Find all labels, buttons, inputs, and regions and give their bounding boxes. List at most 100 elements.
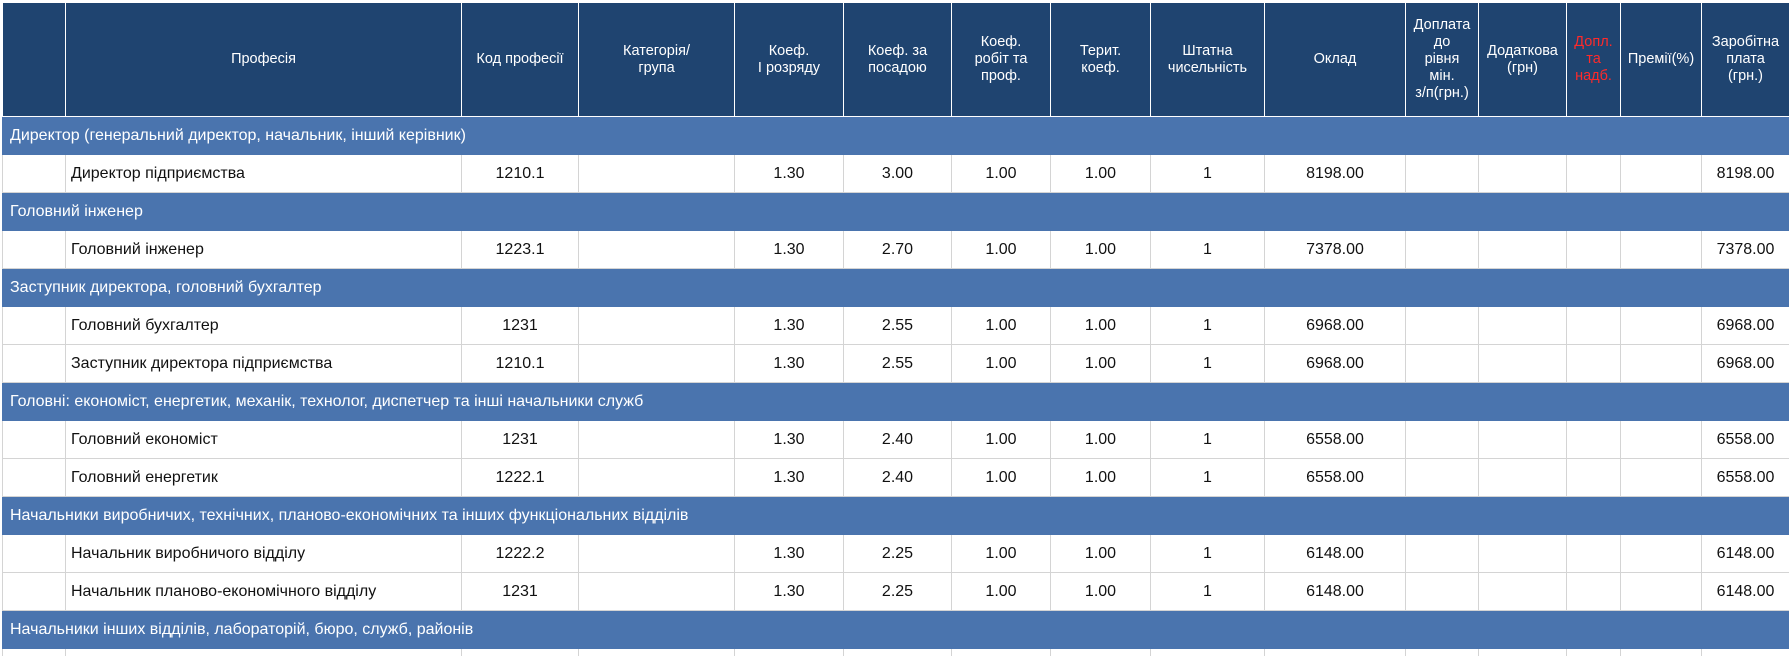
empty-cell xyxy=(578,534,735,573)
cell-staff: 1 xyxy=(1150,344,1265,383)
empty-cell xyxy=(2,230,66,269)
header-cell: Коеф. за посадою xyxy=(843,2,952,117)
empty-cell xyxy=(1620,572,1702,611)
empty-cell xyxy=(1566,648,1621,656)
group-title: Директор (генеральний директор, начальни… xyxy=(2,116,1789,155)
empty-cell xyxy=(2,420,66,459)
empty-cell xyxy=(1620,344,1702,383)
cell-coef1: 1.30 xyxy=(734,306,844,345)
group-title: Головний інженер xyxy=(2,192,1789,231)
cell-profession: Головний енергетик xyxy=(65,458,462,497)
header-cell: Премії(%) xyxy=(1620,2,1702,117)
empty-cell xyxy=(951,648,1051,656)
header-cell: Категорія/ група xyxy=(578,2,735,117)
empty-cell xyxy=(1566,420,1621,459)
group-row: Начальники виробничих, технічних, планов… xyxy=(2,496,1789,535)
empty-cell xyxy=(1405,230,1479,269)
empty-cell xyxy=(1478,648,1567,656)
data-row xyxy=(2,648,1789,656)
cell-coef-work: 1.00 xyxy=(951,534,1051,573)
cell-salary: 6968.00 xyxy=(1264,306,1406,345)
header-cell: Допл. та надб. xyxy=(1566,2,1621,117)
cell-profession: Начальник планово-економічного відділу xyxy=(65,572,462,611)
data-row: Заступник директора підприємства 1210.1 1.… xyxy=(2,344,1789,383)
empty-cell xyxy=(578,648,735,656)
cell-staff: 1 xyxy=(1150,230,1265,269)
cell-staff: 1 xyxy=(1150,458,1265,497)
cell-salary: 8198.00 xyxy=(1264,154,1406,193)
empty-cell xyxy=(734,648,844,656)
group-title: Заступник директора, головний бухгалтер xyxy=(2,268,1789,307)
cell-coef-position: 2.25 xyxy=(843,572,952,611)
empty-cell xyxy=(1701,648,1789,656)
cell-profession: Директор підприємства xyxy=(65,154,462,193)
data-row: Головний інженер 1223.1 1.30 2.70 1.00 1.00 1 7… xyxy=(2,230,1789,269)
empty-cell xyxy=(2,648,66,656)
group-title: Начальники виробничих, технічних, планов… xyxy=(2,496,1789,535)
header-cell xyxy=(2,2,66,117)
empty-cell xyxy=(578,420,735,459)
cell-staff: 1 xyxy=(1150,420,1265,459)
header-cell: Код професії xyxy=(461,2,579,117)
empty-cell xyxy=(1566,344,1621,383)
cell-salary: 6148.00 xyxy=(1264,534,1406,573)
empty-cell xyxy=(578,154,735,193)
empty-cell xyxy=(1478,230,1567,269)
empty-cell xyxy=(1478,572,1567,611)
cell-code: 1210.1 xyxy=(461,344,579,383)
data-row: Начальник виробничого відділу 1222.2 1.30 2… xyxy=(2,534,1789,573)
cell-coef-position: 2.70 xyxy=(843,230,952,269)
cell-terr-coef: 1.00 xyxy=(1050,306,1151,345)
cell-coef1: 1.30 xyxy=(734,572,844,611)
cell-coef-work: 1.00 xyxy=(951,344,1051,383)
cell-coef-position: 2.40 xyxy=(843,420,952,459)
empty-cell xyxy=(1405,344,1479,383)
empty-cell xyxy=(1566,154,1621,193)
empty-cell xyxy=(1478,306,1567,345)
cell-code: 1231 xyxy=(461,306,579,345)
empty-cell xyxy=(578,306,735,345)
cell-coef-work: 1.00 xyxy=(951,230,1051,269)
empty-cell xyxy=(1405,534,1479,573)
cell-coef-position: 2.40 xyxy=(843,458,952,497)
empty-cell xyxy=(1478,154,1567,193)
data-row: Директор підприємства 1210.1 1.30 3.00 1.00 1… xyxy=(2,154,1789,193)
cell-coef-work: 1.00 xyxy=(951,420,1051,459)
data-row: Головний бухгалтер 1231 1.30 2.55 1.00 1.00 1 6… xyxy=(2,306,1789,345)
empty-cell xyxy=(578,458,735,497)
group-row: Головний інженер xyxy=(2,192,1789,231)
empty-cell xyxy=(2,154,66,193)
empty-cell xyxy=(65,648,462,656)
cell-salary: 6148.00 xyxy=(1264,572,1406,611)
header-cell: Додаткова (грн) xyxy=(1478,2,1567,117)
cell-coef1: 1.30 xyxy=(734,458,844,497)
cell-code: 1210.1 xyxy=(461,154,579,193)
data-row: Головний економіст 1231 1.30 2.40 1.00 1.00 1 6… xyxy=(2,420,1789,459)
empty-cell xyxy=(1566,306,1621,345)
empty-cell xyxy=(1620,230,1702,269)
cell-profession: Заступник директора підприємства xyxy=(65,344,462,383)
cell-coef-position: 2.55 xyxy=(843,344,952,383)
group-row: Начальники інших відділів, лабораторій, … xyxy=(2,610,1789,649)
cell-terr-coef: 1.00 xyxy=(1050,572,1151,611)
cell-profession: Головний інженер xyxy=(65,230,462,269)
cell-staff: 1 xyxy=(1150,534,1265,573)
header-cell: Терит. коеф. xyxy=(1050,2,1151,117)
header-cell: Заробітна плата (грн.) xyxy=(1701,2,1789,117)
cell-pay: 7378.00 xyxy=(1701,230,1789,269)
empty-cell xyxy=(1478,534,1567,573)
cell-pay: 6558.00 xyxy=(1701,458,1789,497)
group-row: Директор (генеральний директор, начальни… xyxy=(2,116,1789,155)
data-row: Головний енергетик 1222.1 1.30 2.40 1.00 1.00… xyxy=(2,458,1789,497)
empty-cell xyxy=(1405,572,1479,611)
empty-cell xyxy=(1566,458,1621,497)
cell-pay: 6968.00 xyxy=(1701,306,1789,345)
header-cell: Штатна чисельність xyxy=(1150,2,1265,117)
empty-cell xyxy=(461,648,579,656)
cell-coef1: 1.30 xyxy=(734,534,844,573)
cell-coef1: 1.30 xyxy=(734,230,844,269)
empty-cell xyxy=(1478,458,1567,497)
